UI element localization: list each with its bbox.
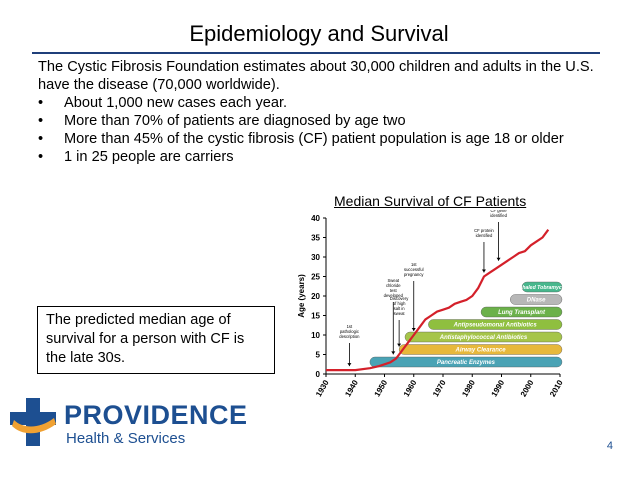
y-tick-label: 35 bbox=[311, 234, 320, 243]
therapy-band-label: Lung Transplant bbox=[498, 310, 546, 316]
logo-name: PROVIDENCE bbox=[64, 400, 248, 430]
y-tick-label: 25 bbox=[311, 273, 320, 282]
y-axis-label: Age (years) bbox=[297, 274, 306, 318]
x-tick-label: 1950 bbox=[373, 378, 390, 398]
therapy-band bbox=[521, 281, 563, 293]
annotation-label: 1st successful pregnancy bbox=[404, 262, 424, 277]
annotation-arrowhead bbox=[411, 328, 416, 331]
therapy-band bbox=[369, 356, 563, 368]
providence-cross-logo bbox=[10, 398, 56, 446]
therapy-band bbox=[428, 319, 563, 330]
therapy-band-label: DNase bbox=[527, 298, 546, 304]
therapy-band-label: Antistaphylococcal Antibiotics bbox=[439, 335, 528, 341]
annotation-arrowhead bbox=[391, 351, 396, 355]
title-divider bbox=[32, 52, 600, 54]
logo-tagline: Health & Services bbox=[66, 430, 186, 447]
annotation-label: Discovery of high salt in sweat bbox=[390, 296, 409, 316]
y-tick-label: 30 bbox=[311, 253, 320, 262]
y-tick-label: 5 bbox=[316, 351, 321, 360]
x-tick-label: 1990 bbox=[490, 378, 507, 398]
annotation-arrowhead bbox=[481, 269, 486, 273]
annotation-arrowhead bbox=[347, 363, 352, 367]
slide-title: Epidemiology and Survival bbox=[189, 21, 449, 46]
x-tick-label: 1940 bbox=[343, 378, 360, 398]
survival-line bbox=[326, 229, 550, 372]
x-tick-label: 1980 bbox=[460, 378, 477, 398]
therapy-band bbox=[398, 344, 563, 355]
x-tick-label: 2010 bbox=[548, 378, 565, 398]
x-tick-label: 1970 bbox=[431, 378, 448, 398]
therapy-band bbox=[510, 294, 563, 305]
y-tick-label: 40 bbox=[311, 214, 320, 223]
x-tick-label: 2000 bbox=[519, 378, 536, 398]
therapy-band bbox=[480, 306, 563, 318]
therapy-band-label: Pancreatic Enzymes bbox=[437, 360, 496, 366]
bullet-list: About 1,000 new cases each year. More th… bbox=[38, 94, 598, 166]
bullet-item: More than 45% of the cystic fibrosis (CF… bbox=[38, 130, 598, 148]
x-tick-label: 1960 bbox=[402, 378, 419, 398]
annotation-label: 1st pathologic description bbox=[339, 324, 360, 339]
x-tick-label: 1930 bbox=[314, 378, 331, 398]
annotation-label: Sweat chloride test developed bbox=[384, 278, 404, 298]
y-tick-label: 10 bbox=[311, 331, 320, 340]
annotation-label: CF protein identified bbox=[474, 228, 494, 238]
annotation-arrowhead bbox=[496, 257, 501, 261]
annotation-arrowhead bbox=[397, 343, 402, 347]
bullet-item: About 1,000 new cases each year. bbox=[38, 94, 598, 112]
y-tick-label: 0 bbox=[316, 370, 321, 379]
therapy-band-label: Airway Clearance bbox=[455, 348, 507, 354]
page-number: 4 bbox=[606, 440, 613, 452]
y-tick-label: 20 bbox=[311, 292, 320, 301]
survival-callout: The predicted median age of survival for… bbox=[37, 306, 275, 374]
y-tick-label: 15 bbox=[311, 312, 320, 321]
therapy-band-label: Inhaled Tobramycin bbox=[518, 285, 567, 291]
bullet-item: 1 in 25 people are carriers bbox=[38, 148, 598, 166]
survival-chart: 0 5 10 15 20 25 30 35 40 1930 1940 1950 1960 1970 1980… bbox=[297, 210, 567, 398]
chart-title: Median Survival of CF Patients bbox=[334, 193, 527, 209]
annotation-label: CF gene identified bbox=[490, 210, 507, 218]
therapy-band bbox=[404, 331, 563, 343]
therapy-band-label: Antipseudomonal Antibiotics bbox=[453, 323, 538, 329]
bullet-item: More than 70% of patients are diagnosed … bbox=[38, 112, 598, 130]
intro-text: The Cystic Fibrosis Foundation estimates… bbox=[38, 59, 594, 93]
